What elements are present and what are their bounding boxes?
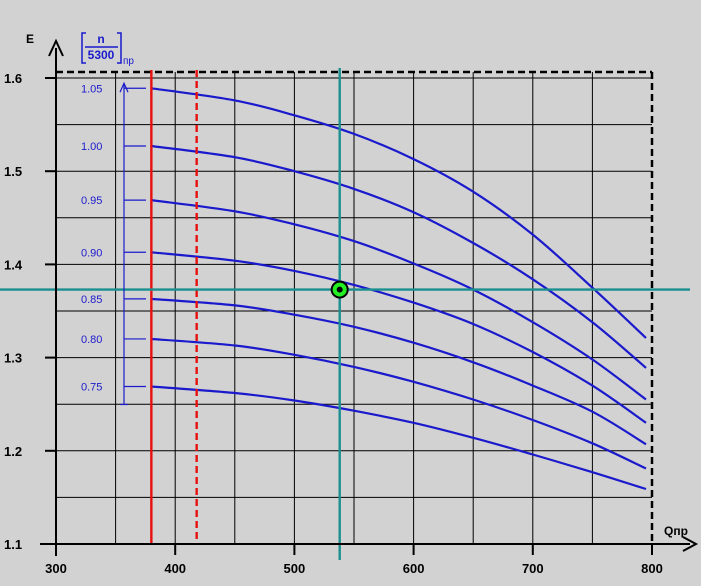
- y-tick-label: 1.2: [4, 444, 22, 459]
- axes-layer: [40, 38, 699, 556]
- speed-label: 1.00: [81, 141, 102, 153]
- speed-scale: 1.05 1.00 0.95 0.90 0.85 0.80 0.75: [81, 81, 146, 406]
- x-axis-title: Qпр: [664, 524, 688, 538]
- operating-point-dot: [336, 286, 343, 293]
- curve-0.75: [151, 385, 647, 491]
- speed-label: 0.90: [81, 247, 102, 259]
- curve-0.80: [151, 337, 647, 470]
- speed-label: 1.05: [81, 83, 102, 95]
- curve-0.90: [151, 251, 647, 424]
- param-bracket-right: [117, 32, 122, 64]
- speed-label: 0.85: [81, 294, 102, 306]
- speed-label: 0.75: [81, 381, 102, 393]
- param-bracket-left: [81, 32, 86, 64]
- y-tick-label: 1.6: [4, 71, 22, 86]
- x-axis-arrow: [682, 536, 699, 552]
- x-tick-label: 400: [164, 561, 186, 576]
- y-tick-label: 1.1: [4, 537, 22, 552]
- reference-lines: [0, 68, 690, 560]
- x-tick-label: 800: [641, 561, 663, 576]
- x-tick-label: 700: [522, 561, 544, 576]
- operating-point-layer: [330, 280, 349, 299]
- y-tick-label: 1.5: [4, 164, 22, 179]
- curves-layer: [151, 87, 647, 491]
- grid-layer: [56, 72, 652, 544]
- y-tick-label: 1.4: [4, 257, 23, 272]
- speed-label: 0.80: [81, 334, 102, 346]
- curve-0.85: [151, 297, 647, 446]
- x-tick-label: 600: [403, 561, 425, 576]
- y-tick-label: 1.3: [4, 351, 22, 366]
- chart-frame: [56, 70, 654, 544]
- param-subscript: пр: [123, 56, 134, 67]
- labels-layer: 300 400 500 600 700 800 1.1 1.2 1.3 1.4 1.5 1.6 E Qпр…: [4, 32, 688, 576]
- speed-label: 0.95: [81, 195, 102, 207]
- x-tick-label: 300: [45, 561, 67, 576]
- x-tick-label: 500: [284, 561, 306, 576]
- scale-arrow: [119, 81, 129, 93]
- param-denominator: 5300: [88, 48, 115, 62]
- curve-1.05: [151, 87, 647, 339]
- param-numerator: n: [97, 32, 104, 46]
- y-axis-title: E: [26, 32, 34, 46]
- y-axis-arrow: [48, 38, 64, 57]
- curve-1.00: [151, 144, 647, 369]
- curve-0.95: [151, 199, 647, 401]
